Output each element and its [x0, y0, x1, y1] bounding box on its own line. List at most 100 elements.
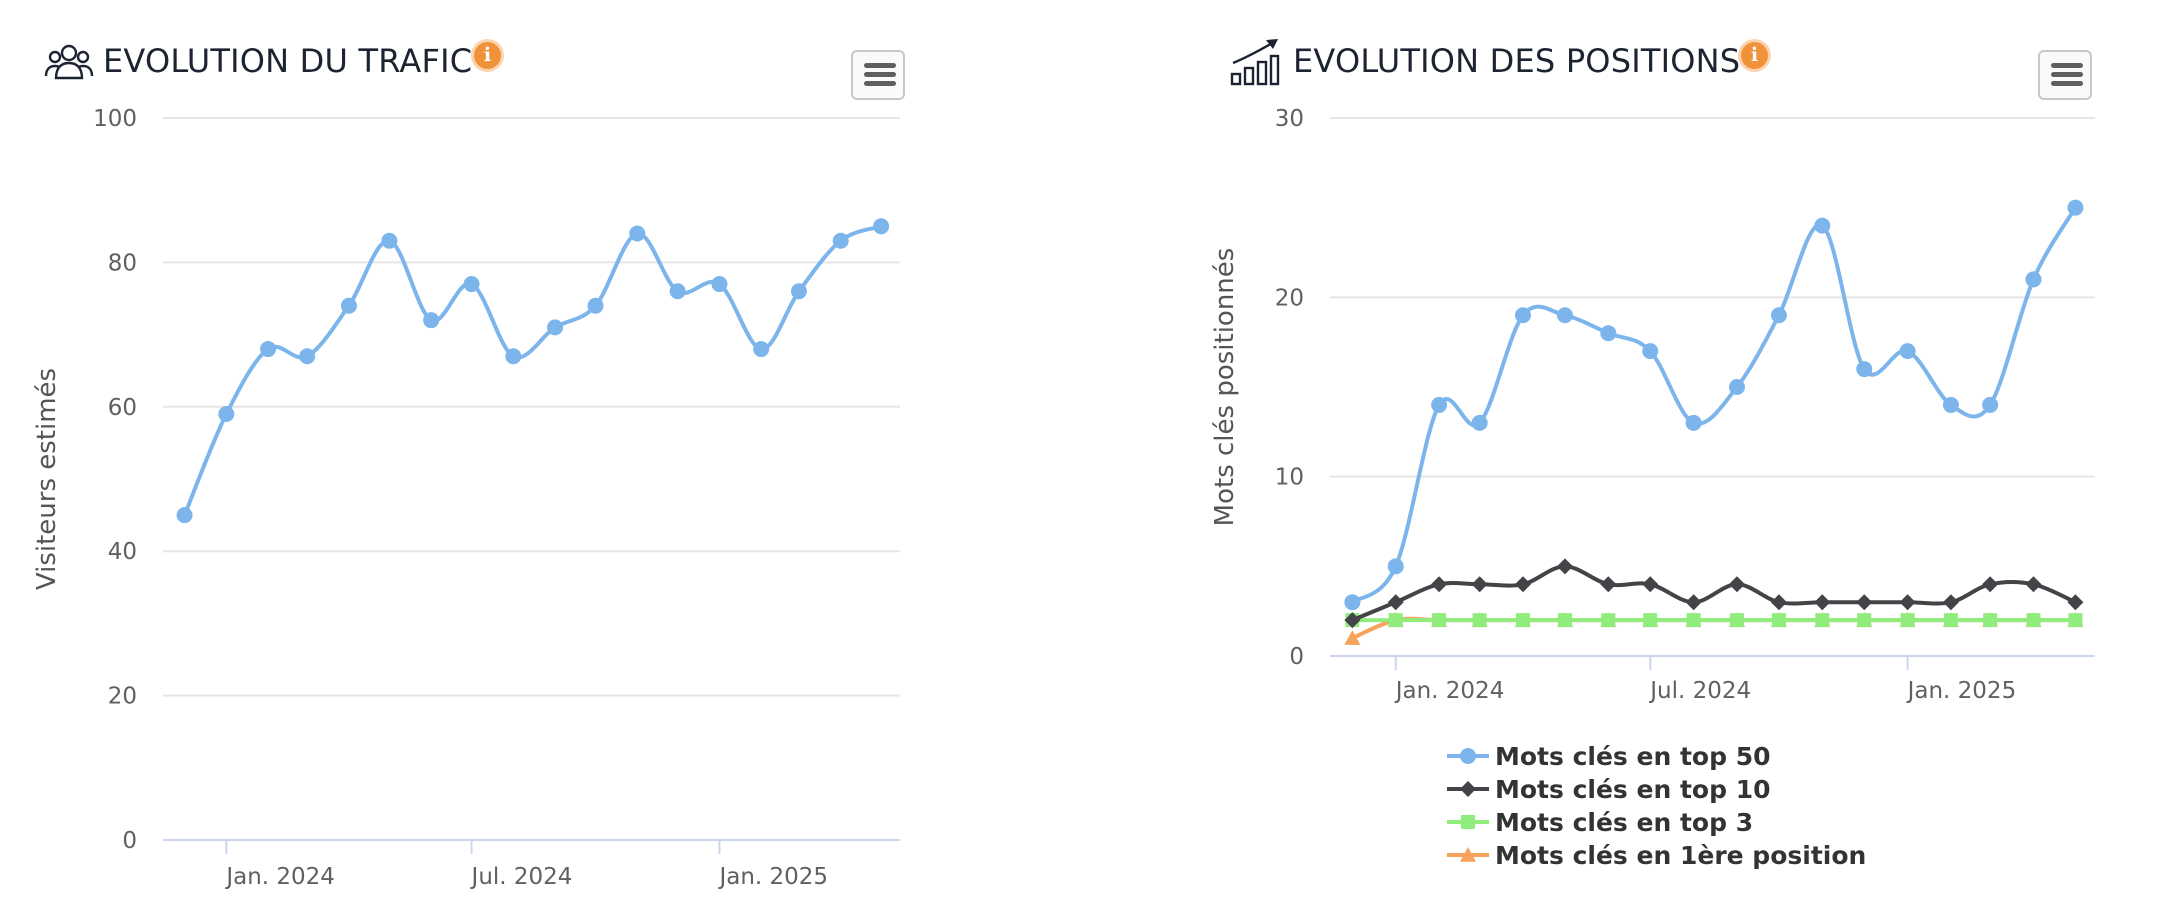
legend-symbol-diamond	[1447, 781, 1489, 797]
data-point	[176, 507, 193, 524]
data-point	[1643, 613, 1658, 628]
y-tick-label: 10	[1275, 465, 1304, 491]
traffic-chart-menu-button[interactable]	[851, 50, 905, 100]
data-point	[1814, 217, 1831, 234]
x-tick-label: Jul. 2024	[470, 864, 573, 890]
data-point	[2067, 199, 2084, 216]
y-tick-label: 40	[108, 539, 137, 565]
legend-item-top-50[interactable]: Mots clés en top 50	[1445, 740, 1866, 773]
data-point	[340, 297, 357, 314]
x-tick-label: Jan. 2025	[717, 864, 828, 890]
positions-chart-menu-button[interactable]	[2038, 50, 2092, 100]
series-0	[176, 218, 890, 524]
data-point	[1556, 558, 1573, 575]
data-point	[547, 319, 564, 336]
data-point	[1431, 576, 1448, 593]
traffic-chart-plot: 0 20 40 60 80 100 Jan. 2024 Jul. 2024 Jan. 2025 V…	[32, 106, 900, 890]
legend-marker	[1461, 815, 1475, 829]
data-point	[1601, 613, 1616, 628]
data-point	[753, 341, 770, 358]
y-tick-label: 100	[93, 106, 137, 132]
data-point	[1600, 325, 1617, 342]
info-icon[interactable]: i	[474, 42, 501, 69]
y-tick-label: 80	[108, 250, 137, 276]
data-point	[669, 283, 686, 300]
y-axis-title: Mots clés positionnés	[1210, 248, 1240, 527]
legend-item-first-position[interactable]: Mots clés en 1ère position	[1445, 839, 1866, 872]
data-point	[1344, 630, 1361, 645]
data-point	[873, 218, 890, 235]
data-point	[1642, 343, 1659, 360]
x-tick-label: Jan. 2024	[1394, 678, 1505, 704]
series-3	[1344, 612, 2084, 645]
legend-symbol-triangle	[1447, 847, 1489, 862]
data-point	[1685, 594, 1702, 611]
data-point	[2068, 613, 2083, 628]
legend-label: Mots clés en top 3	[1495, 808, 1754, 837]
data-point	[1982, 396, 1999, 413]
data-point	[1642, 576, 1659, 593]
data-point	[1899, 343, 1916, 360]
legend-marker	[1460, 781, 1476, 797]
legend-marker	[1460, 847, 1476, 862]
y-tick-label: 60	[108, 395, 137, 421]
data-point	[1770, 307, 1787, 324]
data-point	[1771, 613, 1786, 628]
data-point	[1600, 576, 1617, 593]
data-point	[1943, 613, 1958, 628]
data-point	[463, 276, 480, 293]
data-point	[505, 348, 522, 365]
x-tick-label: Jan. 2024	[224, 864, 335, 890]
data-point	[832, 232, 849, 249]
legend-item-top-3[interactable]: Mots clés en top 3	[1445, 806, 1866, 839]
data-point	[1471, 576, 1488, 593]
hamburger-menu-icon	[864, 63, 896, 68]
legend-marker	[1460, 748, 1476, 764]
info-icon[interactable]: i	[1741, 42, 1768, 69]
data-point	[218, 406, 235, 423]
data-point	[587, 297, 604, 314]
data-point	[1514, 576, 1531, 593]
data-point	[1471, 414, 1488, 431]
data-point	[1814, 594, 1831, 611]
y-tick-label: 30	[1275, 106, 1304, 132]
x-tick-label: Jul. 2024	[1648, 678, 1751, 704]
positions-chart-plot: 0 10 20 30 Jan. 2024 Jul. 2024 Jan. 2025 Mots c…	[1210, 106, 2095, 704]
data-point	[1857, 613, 1872, 628]
data-point	[1556, 307, 1573, 324]
data-point	[1514, 307, 1531, 324]
data-point	[1899, 594, 1916, 611]
series-line	[182, 224, 882, 516]
data-point	[260, 341, 277, 358]
data-point	[1770, 594, 1787, 611]
traffic-chart-title: EVOLUTION DU TRAFIC	[103, 42, 473, 80]
users-group-icon	[44, 44, 94, 80]
legend-item-top-10[interactable]: Mots clés en top 10	[1445, 773, 1866, 806]
data-point	[2025, 576, 2042, 593]
data-point	[1900, 613, 1915, 628]
data-point	[1942, 594, 1959, 611]
data-point	[1982, 576, 1999, 593]
data-point	[2026, 613, 2041, 628]
data-point	[1942, 396, 1959, 413]
y-axis-title: Visiteurs estimés	[32, 368, 62, 590]
series-line	[1351, 564, 2077, 622]
data-point	[1557, 613, 1572, 628]
series-0	[1344, 199, 2084, 611]
data-point	[711, 276, 728, 293]
positions-chart-title: EVOLUTION DES POSITIONS	[1293, 42, 1741, 80]
data-point	[629, 225, 646, 242]
x-tick-label: Jan. 2025	[1906, 678, 2017, 704]
legend-label: Mots clés en top 10	[1495, 775, 1771, 804]
series-2	[1345, 613, 2083, 628]
data-point	[1515, 613, 1530, 628]
legend-label: Mots clés en top 50	[1495, 742, 1771, 771]
y-tick-label: 20	[1275, 285, 1304, 311]
hamburger-menu-icon	[2051, 63, 2083, 68]
data-point	[1728, 576, 1745, 593]
series-line	[1351, 206, 2078, 604]
legend-symbol-circle	[1447, 748, 1489, 764]
data-point	[790, 283, 807, 300]
traffic-chart-panel: EVOLUTION DU TRAFIC i 0 20 40 60 80 100 Jan. 2…	[0, 0, 1000, 906]
data-point	[2025, 271, 2042, 288]
